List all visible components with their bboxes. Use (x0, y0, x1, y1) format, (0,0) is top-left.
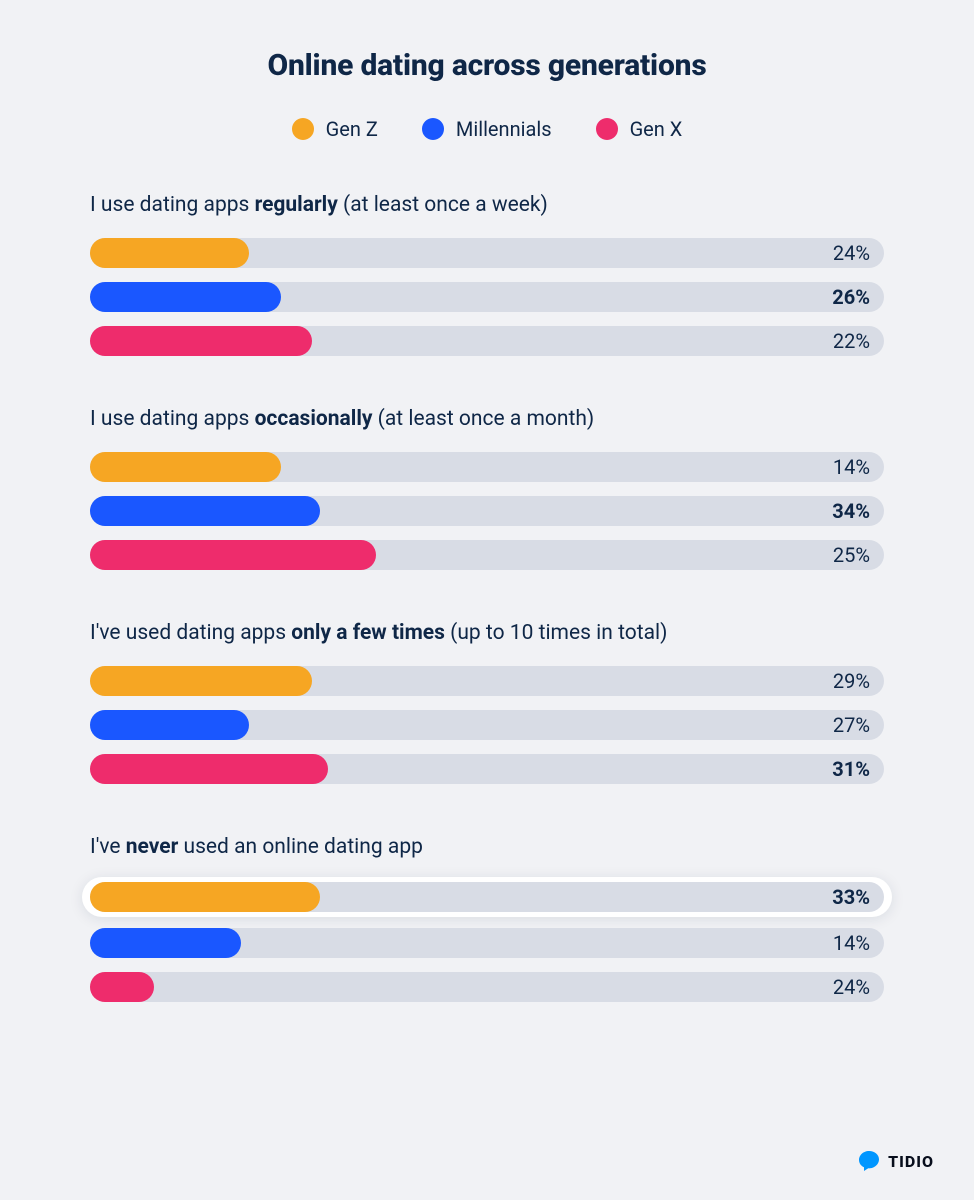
bar-row: 14% (90, 925, 884, 961)
bar-row: 27% (90, 707, 884, 743)
bar-value: 31% (832, 757, 870, 781)
group-title: I use dating apps occasionally (at least… (90, 407, 884, 431)
bar-value: 24% (833, 241, 870, 265)
group-title-part: used an online dating app (178, 835, 423, 859)
group-title-part: I've used dating apps (90, 621, 291, 645)
bar-value: 34% (832, 499, 870, 523)
legend-item: Gen Z (292, 117, 378, 141)
group-title-part: regularly (255, 193, 338, 217)
bar-value: 22% (833, 329, 870, 353)
chart-group: I use dating apps occasionally (at least… (90, 407, 884, 573)
bar-fill (90, 326, 312, 356)
bar-row: 24% (90, 235, 884, 271)
bar-fill (90, 666, 312, 696)
legend-dot-icon (422, 118, 444, 140)
legend-label: Gen Z (326, 117, 378, 141)
bar-fill (90, 496, 320, 526)
bar-value: 27% (833, 713, 870, 737)
group-title-part: (at least once a month) (372, 407, 594, 431)
legend-label: Gen X (630, 117, 683, 141)
bar-fill (90, 452, 281, 482)
legend: Gen Z Millennials Gen X (60, 117, 914, 141)
bar-value: 26% (832, 285, 870, 309)
bar-row: 34% (90, 493, 884, 529)
bar-track: 24% (90, 972, 884, 1002)
group-title: I've used dating apps only a few times (… (90, 621, 884, 645)
group-title-part: (up to 10 times in total) (445, 621, 667, 645)
bar-value: 25% (833, 543, 870, 567)
group-title-part: only a few times (291, 621, 445, 645)
bar-fill (90, 540, 376, 570)
bar-value: 33% (832, 885, 870, 909)
bar-fill (90, 928, 241, 958)
bar-fill (90, 882, 320, 912)
legend-dot-icon (596, 118, 618, 140)
bar-fill (90, 754, 328, 784)
bar-track: 25% (90, 540, 884, 570)
chart-group: I've used dating apps only a few times (… (90, 621, 884, 787)
chart-content: I use dating apps regularly (at least on… (60, 193, 914, 1005)
group-title-part: I use dating apps (90, 407, 255, 431)
bar-track: 22% (90, 326, 884, 356)
bar-row: 33% (82, 877, 892, 917)
chart-group: I use dating apps regularly (at least on… (90, 193, 884, 359)
bar-value: 14% (833, 455, 870, 479)
bar-track: 34% (90, 496, 884, 526)
legend-dot-icon (292, 118, 314, 140)
group-title-part: occasionally (255, 407, 373, 431)
chart-group: I've never used an online dating app 33% 1… (90, 835, 884, 1005)
group-title-part: (at least once a week) (338, 193, 548, 217)
bar-value: 24% (833, 975, 870, 999)
group-title-part: I use dating apps (90, 193, 255, 217)
bar-row: 26% (90, 279, 884, 315)
group-title-part: never (126, 835, 179, 859)
group-title-part: I've (90, 835, 126, 859)
legend-label: Millennials (456, 117, 552, 141)
bar-value: 29% (833, 669, 870, 693)
bar-value: 14% (833, 931, 870, 955)
tidio-icon (858, 1150, 880, 1172)
bar-track: 14% (90, 928, 884, 958)
tidio-text: TIDIO (888, 1152, 934, 1171)
bar-track: 27% (90, 710, 884, 740)
chart-title: Online dating across generations (60, 48, 914, 83)
bar-row: 25% (90, 537, 884, 573)
group-title: I've never used an online dating app (90, 835, 884, 859)
bar-row: 24% (90, 969, 884, 1005)
group-title: I use dating apps regularly (at least on… (90, 193, 884, 217)
bar-track: 14% (90, 452, 884, 482)
bar-track: 33% (90, 882, 884, 912)
bar-row: 31% (90, 751, 884, 787)
bar-row: 29% (90, 663, 884, 699)
bar-fill (90, 710, 249, 740)
bar-fill (90, 282, 281, 312)
bar-fill (90, 238, 249, 268)
bar-fill (90, 972, 154, 1002)
brand-logo: TIDIO (858, 1150, 934, 1172)
legend-item: Gen X (596, 117, 683, 141)
bar-row: 22% (90, 323, 884, 359)
bar-track: 26% (90, 282, 884, 312)
bar-track: 29% (90, 666, 884, 696)
bar-track: 24% (90, 238, 884, 268)
bar-track: 31% (90, 754, 884, 784)
bar-row: 14% (90, 449, 884, 485)
legend-item: Millennials (422, 117, 552, 141)
